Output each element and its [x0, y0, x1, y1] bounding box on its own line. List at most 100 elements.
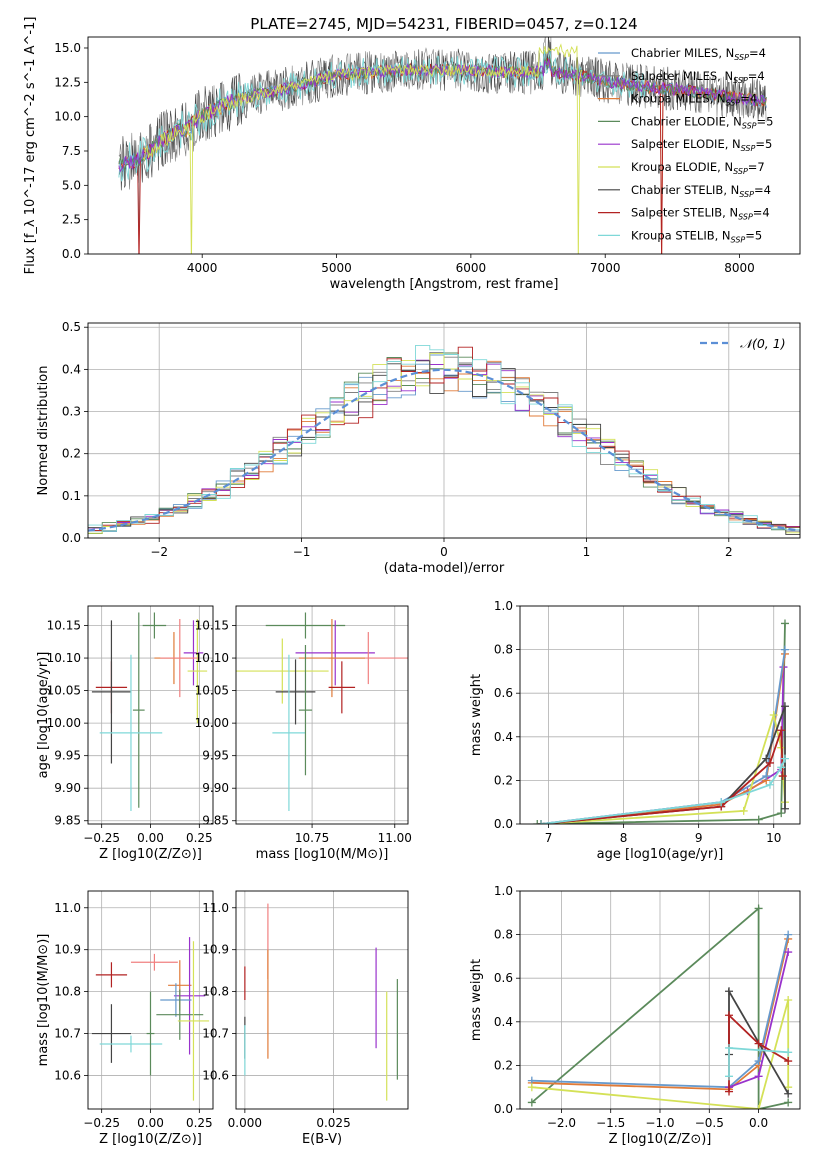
plus-marker — [780, 645, 789, 654]
y-axis-label: Normed distribution — [36, 366, 51, 496]
y-tick-label: 11.0 — [202, 901, 229, 915]
y-tick-label: 0.2 — [494, 1058, 513, 1072]
y-tick-label: 9.95 — [54, 749, 81, 763]
x-tick-label: 0.025 — [316, 1116, 350, 1130]
weight-line — [531, 934, 790, 1089]
plus-marker — [784, 948, 793, 957]
plus-marker — [777, 726, 786, 735]
y-tick-label: 11.0 — [54, 901, 81, 915]
axes-frame — [519, 890, 801, 1110]
y-tick-label: 12.5 — [54, 75, 81, 89]
plus-marker — [725, 1043, 734, 1052]
plus-marker — [780, 619, 789, 628]
y-axis-label: mass [log10(M/M⊙)] — [36, 934, 51, 1067]
x-tick-label: 0 — [440, 545, 448, 559]
y-tick-label: 0.3 — [62, 405, 81, 419]
plus-marker — [765, 780, 774, 789]
x-tick-label: 7 — [545, 831, 553, 845]
y-tick-label: 10.6 — [202, 1068, 229, 1082]
histogram-steps — [88, 359, 800, 529]
y-axis-label: age [log10(age/yr)] — [36, 652, 51, 779]
y-tick-label: 9.90 — [202, 781, 229, 795]
weight-line — [531, 999, 790, 1109]
x-axis-label: (data-model)/error — [384, 561, 505, 576]
plot-area — [91, 612, 208, 811]
y-tick-label: 10.15 — [195, 619, 229, 633]
axes-frame — [235, 890, 409, 1110]
y-tick-label: 0.6 — [494, 971, 513, 985]
x-tick-label: 0.25 — [186, 1116, 213, 1130]
y-tick-label: 0.6 — [494, 686, 513, 700]
y-tick-label: 1.0 — [494, 599, 513, 613]
y-tick-label: 10.05 — [195, 684, 229, 698]
legend-label: Salpeter MILES, NSSP=4 — [631, 69, 765, 85]
panel-mass-vs-Z: −0.25 0.00 0.25 10.6 10.7 10.8 10.9 11.0 Z [log1… — [36, 890, 214, 1147]
y-tick-label: 9.95 — [202, 749, 229, 763]
spectrum-line — [118, 49, 646, 182]
legend-label: Chabrier ELODIE, NSSP=5 — [631, 114, 773, 130]
axes-frame — [87, 605, 214, 825]
x-tick-label: 0.00 — [137, 1116, 164, 1130]
y-axis-label: mass weight — [469, 959, 484, 1041]
legend-label: Kroupa MILES, NSSP=4 — [631, 92, 757, 108]
plus-marker — [754, 1105, 763, 1109]
y-tick-label: 0.0 — [62, 531, 81, 545]
spectrum-line — [142, 43, 583, 254]
panel-age-vs-mass: 10.75 11.00 9.85 9.90 9.95 10.00 10.05 10.10 10.… — [195, 605, 412, 862]
x-tick-label: 8000 — [724, 261, 755, 275]
x-tick-label: −1.5 — [596, 1116, 625, 1130]
plot-area — [88, 344, 800, 535]
legend-label: Chabrier MILES, NSSP=4 — [631, 46, 766, 62]
y-tick-label: 10.7 — [202, 1027, 229, 1041]
plus-marker — [725, 987, 734, 996]
x-tick-label: 0.0 — [749, 1116, 768, 1130]
plus-marker — [765, 758, 774, 767]
y-tick-label: 10.0 — [54, 110, 81, 124]
histogram-steps — [88, 360, 800, 535]
plus-marker — [778, 772, 787, 781]
y-axis-label: Flux [f_λ 10^-17 erg cm^-2 s^-1 A^-1] — [23, 17, 38, 275]
x-tick-label: 4000 — [187, 261, 218, 275]
axes-frame — [87, 322, 801, 539]
y-tick-label: 2.5 — [62, 213, 81, 227]
x-tick-label: 6000 — [456, 261, 487, 275]
y-tick-label: 0.4 — [494, 730, 513, 744]
x-tick-label: 10.75 — [295, 831, 329, 845]
legend-label: Salpeter STELIB, NSSP=4 — [631, 206, 770, 222]
x-axis-label: wavelength [Angstrom, rest frame] — [330, 277, 559, 292]
plus-marker — [780, 702, 789, 711]
normal-curve — [88, 368, 800, 532]
panel-mass-vs-EBV: 0.000 0.025 10.6 10.7 10.8 10.9 11.0 E(B-V) — [202, 890, 409, 1147]
weight-line — [540, 711, 786, 824]
plot-area — [533, 619, 789, 824]
panel-age-vs-Z: −0.25 0.00 0.25 9.85 9.90 9.95 10.00 10.05 10.10… — [36, 605, 214, 862]
plus-marker — [762, 754, 771, 763]
x-axis-label: Z [log10(Z/Z⊙)] — [609, 1132, 712, 1147]
legend-label: Salpeter ELODIE, NSSP=5 — [631, 137, 772, 153]
plus-marker — [754, 904, 763, 913]
axes-frame — [235, 605, 409, 825]
x-tick-label: −0.25 — [83, 831, 120, 845]
y-tick-label: 15.0 — [54, 41, 81, 55]
x-tick-label: 10 — [766, 831, 781, 845]
plus-marker — [780, 804, 789, 813]
plus-marker — [537, 820, 546, 824]
y-tick-label: 10.10 — [195, 651, 229, 665]
legend-label: Chabrier STELIB, NSSP=4 — [631, 183, 771, 199]
plus-marker — [754, 1057, 763, 1066]
plus-marker — [784, 1048, 793, 1057]
y-tick-label: 10.05 — [47, 684, 81, 698]
y-tick-label: 7.5 — [62, 144, 81, 158]
plus-marker — [777, 809, 786, 818]
y-tick-label: 0.2 — [62, 447, 81, 461]
y-tick-label: 0.1 — [62, 489, 81, 503]
plus-marker — [739, 806, 748, 815]
y-axis-label: mass weight — [469, 674, 484, 756]
plus-marker — [777, 763, 786, 772]
y-tick-label: 10.9 — [54, 943, 81, 957]
legend-label: Kroupa ELODIE, NSSP=7 — [631, 160, 765, 176]
y-tick-label: 0.5 — [62, 320, 81, 334]
x-axis-label: age [log10(age/yr)] — [597, 847, 724, 862]
x-tick-label: 5000 — [321, 261, 352, 275]
